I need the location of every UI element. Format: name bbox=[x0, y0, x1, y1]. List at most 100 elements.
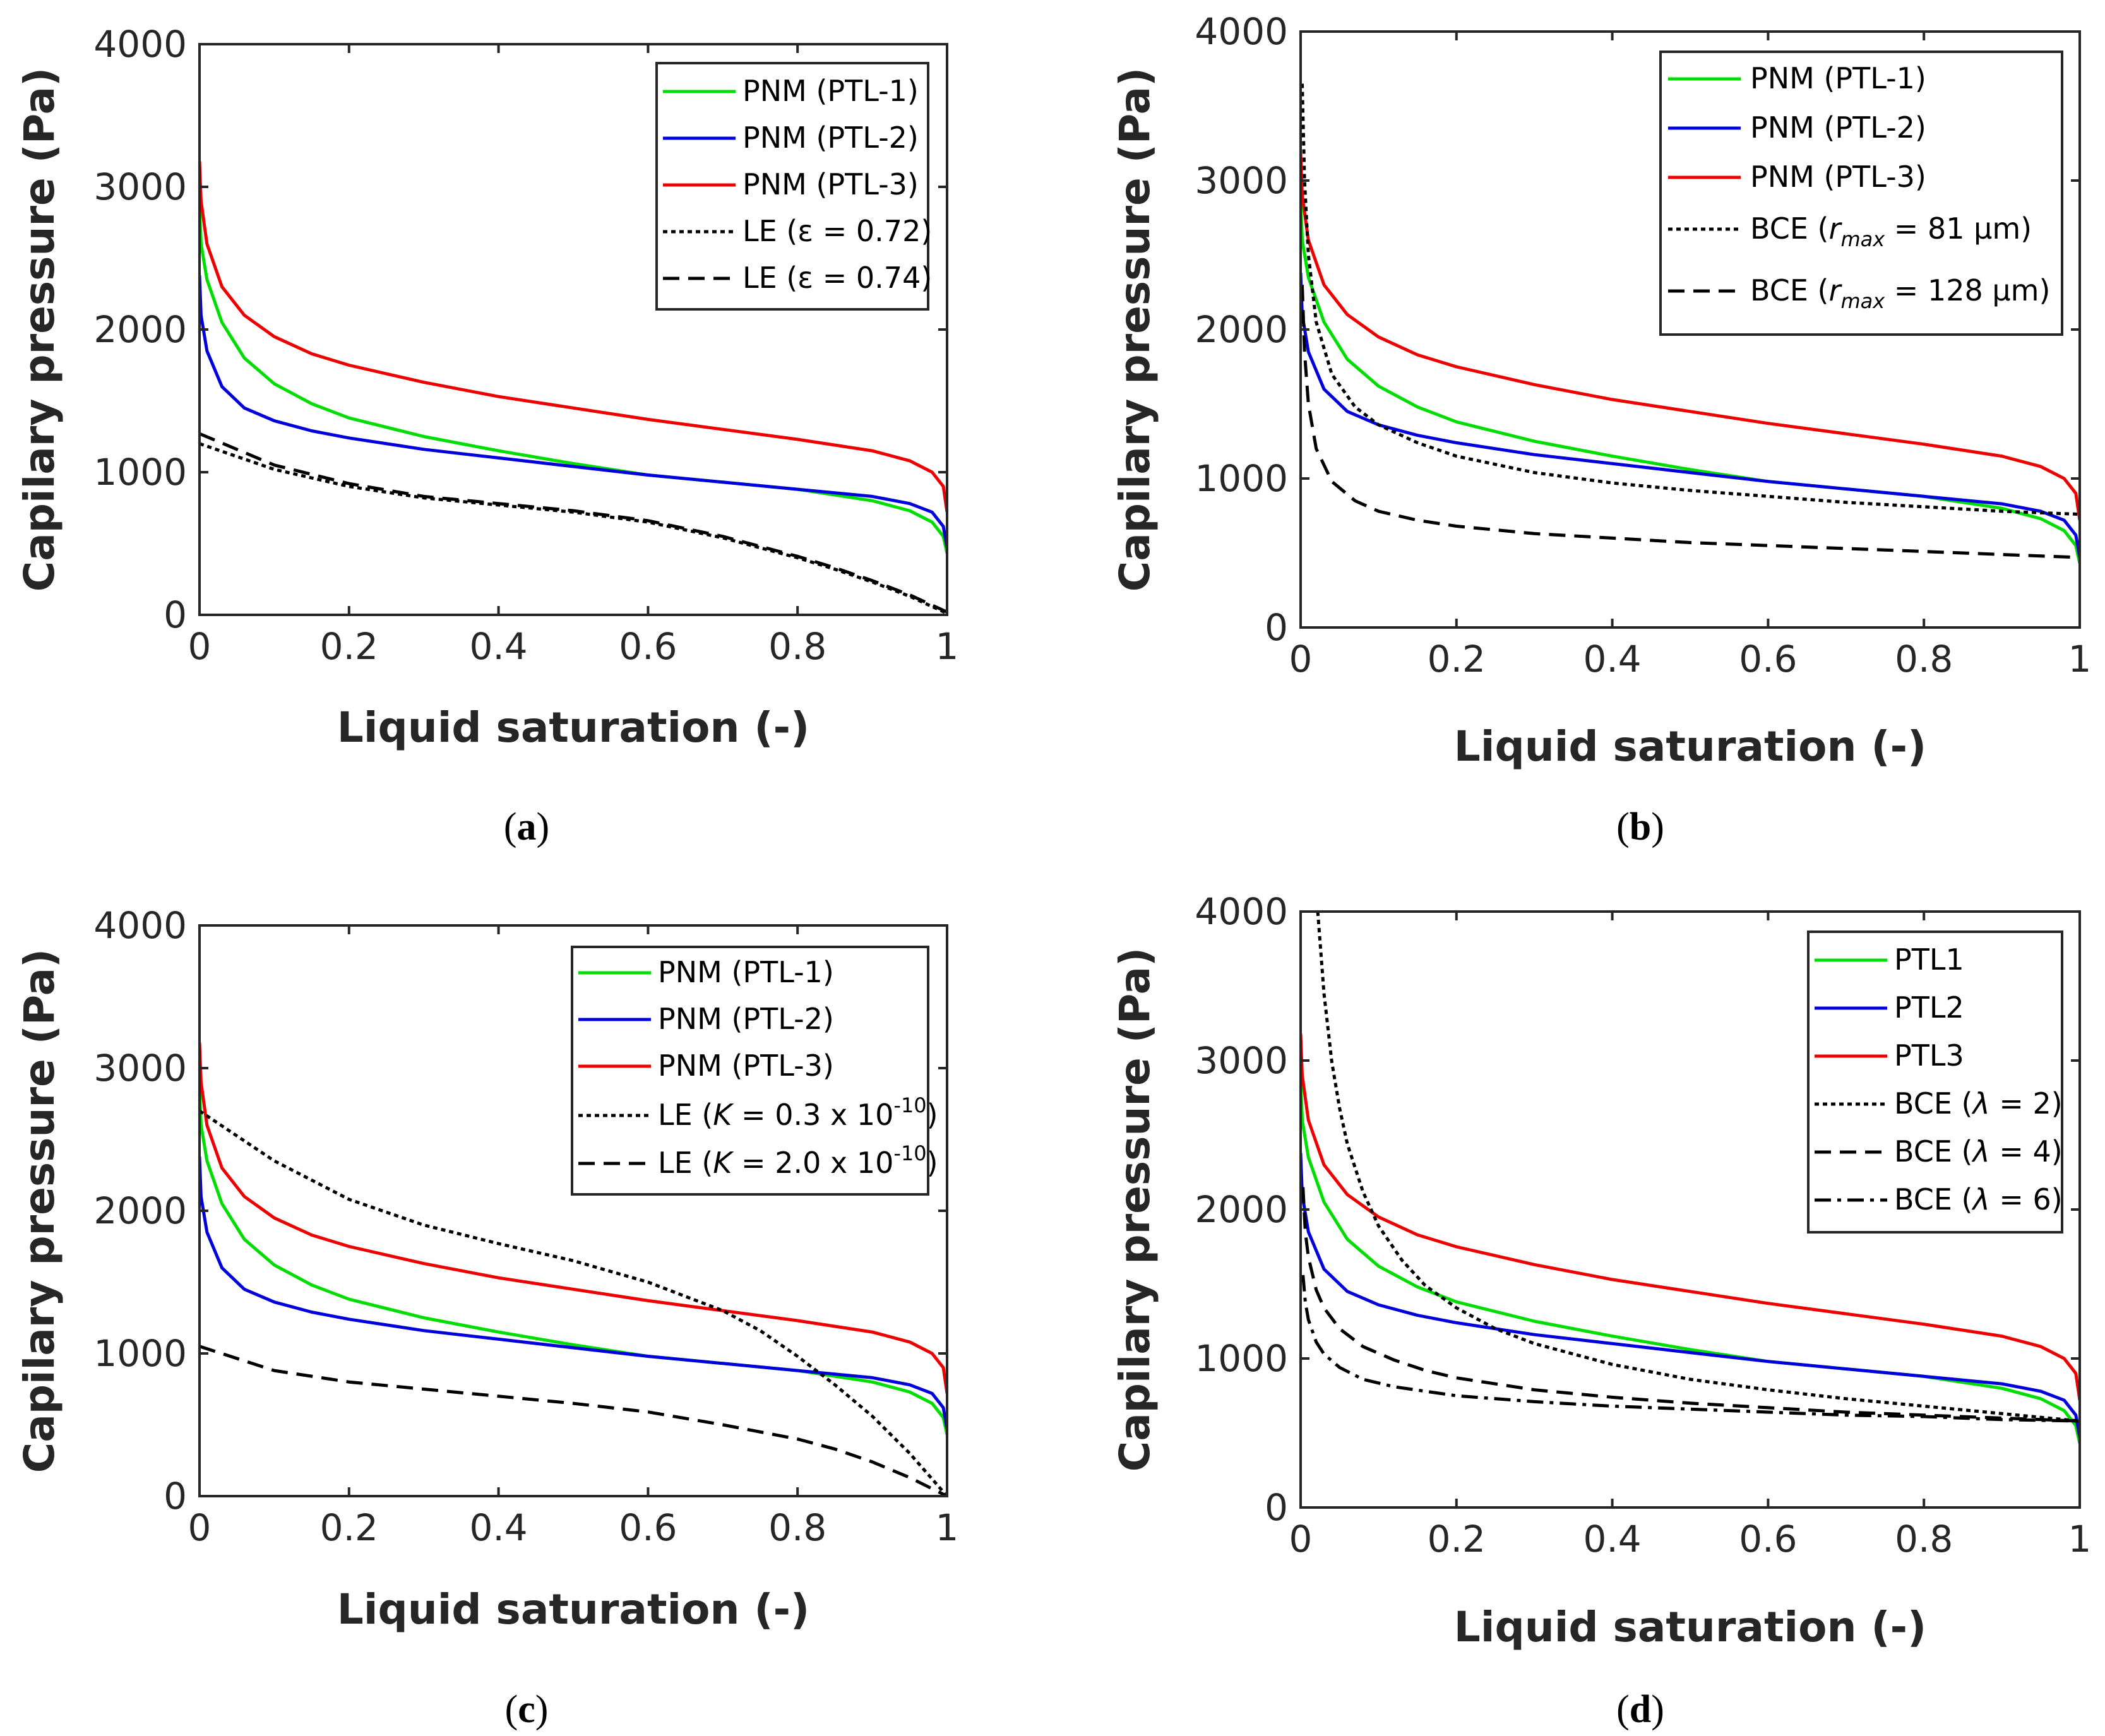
panel-d-x-axis-label: Liquid saturation (-) bbox=[1454, 1603, 1926, 1651]
series-line bbox=[1301, 1078, 2080, 1444]
legend-label: PNM (PTL-1) bbox=[742, 74, 919, 108]
panel-c-lines bbox=[200, 1042, 947, 1496]
x-tick-label: 0.4 bbox=[469, 1506, 527, 1549]
symbol-r: r bbox=[1829, 273, 1843, 307]
legend-label: PNM (PTL-3) bbox=[742, 167, 919, 201]
y-tick-label: 3000 bbox=[93, 165, 187, 208]
legend-label-prefix: BCE ( bbox=[1894, 1134, 1973, 1168]
x-tick-label: 1 bbox=[2068, 1518, 2092, 1561]
legend-label: BCE (rmax = 81 μm) bbox=[1750, 211, 2032, 251]
x-tick-label: 0 bbox=[1289, 1518, 1313, 1561]
x-tick-label: 0.8 bbox=[1895, 638, 1953, 681]
series-line bbox=[1301, 153, 2080, 521]
legend-label: PNM (PTL-2) bbox=[658, 1002, 834, 1036]
x-tick-label: 0.4 bbox=[1583, 638, 1641, 681]
panel-c-x-axis-label: Liquid saturation (-) bbox=[337, 1585, 809, 1634]
series-line bbox=[1301, 285, 2080, 559]
panel-d-legend: PTL1 PTL2 PTL3 BCE (λ = 2) BCE (λ = 4) B… bbox=[1807, 930, 2063, 1234]
panel-b-caption: (b) bbox=[1616, 806, 1664, 848]
legend-label: LE (ε = 0.74) bbox=[742, 261, 932, 295]
series-line bbox=[1301, 83, 2080, 516]
series-line bbox=[200, 1156, 947, 1430]
legend-label-prefix: LE ( bbox=[658, 1098, 713, 1132]
panel-c-ticks: 0 0.2 0.4 0.6 0.8 1 0 1000 2000 3000 4000 bbox=[93, 904, 958, 1549]
y-tick-label: 2000 bbox=[1195, 1188, 1288, 1231]
x-tick-label: 0.4 bbox=[1583, 1518, 1641, 1561]
y-tick-label: 3000 bbox=[93, 1047, 187, 1090]
legend-label: BCE (λ = 2) bbox=[1894, 1086, 2063, 1121]
x-tick-label: 0.2 bbox=[320, 625, 378, 668]
legend-label-prefix: BCE ( bbox=[1894, 1182, 1973, 1216]
panel-b-x-axis-label: Liquid saturation (-) bbox=[1454, 722, 1926, 771]
legend-label: BCE (rmax = 128 μm) bbox=[1750, 273, 2050, 313]
panel-d-ticks: 0 0.2 0.4 0.6 0.8 1 0 1000 2000 3000 4000 bbox=[1195, 890, 2091, 1561]
panel-c: 0 0.2 0.4 0.6 0.8 1 0 1000 2000 3000 4000 Liquid s… bbox=[15, 904, 958, 1731]
legend-label-suffix: ) bbox=[927, 1098, 938, 1132]
y-tick-label: 0 bbox=[1265, 606, 1288, 649]
series-line bbox=[1301, 1187, 2080, 1423]
legend-subscript: max bbox=[1840, 227, 1885, 251]
series-line bbox=[1301, 1275, 2080, 1423]
legend-superscript: -10 bbox=[893, 1093, 926, 1117]
x-tick-label: 0.6 bbox=[619, 625, 677, 668]
series-line bbox=[200, 1085, 947, 1436]
legend-label: LE (K = 0.3 x 10-10) bbox=[658, 1093, 938, 1132]
x-tick-label: 0.6 bbox=[1739, 1518, 1797, 1561]
panel-c-legend-box bbox=[571, 946, 929, 1196]
legend-label-prefix: LE ( bbox=[658, 1146, 713, 1180]
y-tick-label: 0 bbox=[164, 1475, 187, 1518]
legend-label-prefix: BCE ( bbox=[1750, 211, 1829, 246]
series-line bbox=[200, 1109, 947, 1496]
panel-a: 0 0.2 0.4 0.6 0.8 1 0 1000 2000 3000 4000 Liquid s… bbox=[15, 23, 958, 848]
symbol-lambda: λ bbox=[1971, 1134, 1990, 1168]
legend-label: LE (K = 2.0 x 10-10) bbox=[658, 1141, 938, 1180]
x-tick-label: 1 bbox=[2068, 638, 2092, 681]
y-tick-label: 1000 bbox=[93, 1332, 187, 1375]
y-tick-label: 3000 bbox=[1195, 1039, 1288, 1082]
legend-label: PNM (PTL-3) bbox=[1750, 160, 1926, 194]
legend-label: PNM (PTL-2) bbox=[1750, 110, 1926, 145]
y-tick-label: 3000 bbox=[1195, 159, 1288, 202]
x-tick-label: 0.2 bbox=[1428, 638, 1486, 681]
y-tick-label: 4000 bbox=[1195, 890, 1288, 933]
x-tick-label: 0.4 bbox=[469, 625, 527, 668]
legend-label: PNM (PTL-1) bbox=[1750, 61, 1926, 95]
symbol-lambda: λ bbox=[1971, 1086, 1990, 1121]
legend-label-mid: = 2.0 x 10 bbox=[732, 1146, 893, 1180]
series-line bbox=[200, 161, 947, 513]
y-tick-label: 4000 bbox=[1195, 10, 1288, 53]
series-line bbox=[200, 1042, 947, 1394]
caption-letter: a bbox=[517, 806, 537, 848]
panel-b-legend-box bbox=[1659, 51, 2063, 336]
x-tick-label: 1 bbox=[936, 1506, 959, 1549]
y-tick-label: 0 bbox=[1265, 1486, 1288, 1529]
x-tick-label: 0.2 bbox=[320, 1506, 378, 1549]
legend-label-suffix: = 4) bbox=[1990, 1134, 2063, 1168]
y-tick-label: 0 bbox=[164, 593, 187, 636]
legend-label-suffix: ) bbox=[927, 1146, 938, 1180]
series-line bbox=[200, 442, 947, 615]
x-tick-label: 0.6 bbox=[1739, 638, 1797, 681]
symbol-k: K bbox=[713, 1098, 734, 1132]
legend-superscript: -10 bbox=[893, 1141, 926, 1165]
series-line bbox=[1301, 1033, 2080, 1401]
panel-d-lines bbox=[1301, 912, 2080, 1444]
panel-c-y-axis-label: Capilary pressure (Pa) bbox=[15, 949, 64, 1473]
y-tick-label: 2000 bbox=[1195, 308, 1288, 351]
series-line bbox=[200, 1345, 947, 1496]
panel-a-ticks: 0 0.2 0.4 0.6 0.8 1 0 1000 2000 3000 4000 bbox=[93, 23, 958, 668]
legend-label-suffix: = 128 μm) bbox=[1885, 273, 2050, 307]
series-line bbox=[200, 204, 947, 554]
panel-b-y-axis-label: Capilary pressure (Pa) bbox=[1111, 68, 1159, 592]
x-tick-label: 0.6 bbox=[619, 1506, 677, 1549]
caption-letter: b bbox=[1630, 806, 1651, 848]
legend-label-suffix: = 2) bbox=[1990, 1086, 2063, 1121]
legend-label: BCE (λ = 6) bbox=[1894, 1182, 2063, 1216]
legend-label-mid: = 0.3 x 10 bbox=[732, 1098, 893, 1132]
legend-subscript: max bbox=[1840, 289, 1885, 313]
panel-d-y-axis-label: Capilary pressure (Pa) bbox=[1111, 948, 1159, 1471]
legend-label-prefix: BCE ( bbox=[1894, 1086, 1973, 1121]
panel-a-legend: PNM (PTL-1) PNM (PTL-2) PNM (PTL-3) LE (… bbox=[655, 62, 932, 311]
panel-b-ticks: 0 0.2 0.4 0.6 0.8 1 0 1000 2000 3000 4000 bbox=[1195, 10, 2091, 681]
